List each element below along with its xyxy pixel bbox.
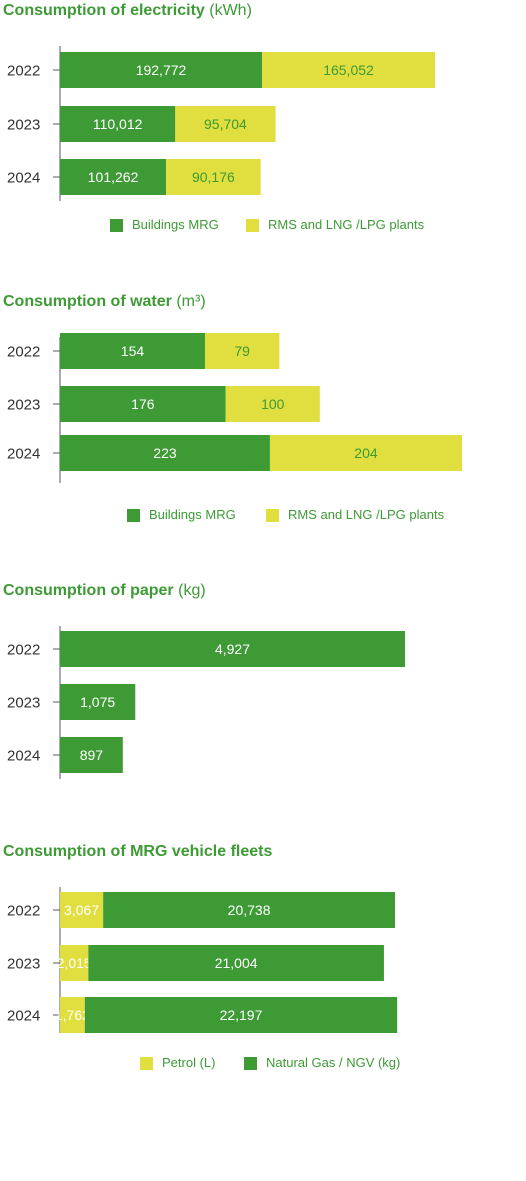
bar-segment [60,684,136,720]
bar-value-label: 897 [80,747,104,763]
year-tick-label: 2022 [7,344,40,361]
legend-label: Petrol (L) [162,1055,216,1070]
bar-segment [60,945,89,981]
year-tick-label: 2023 [7,117,40,134]
chart-title-text: Consumption of water [3,293,172,310]
bar-value-label: 154 [121,343,145,359]
year-tick-label: 2022 [7,903,40,920]
year-tick-label: 2024 [7,748,40,765]
bar-value-label: 4,927 [215,641,250,657]
year-tick-label: 2023 [7,956,40,973]
bar-value-label: 79 [234,343,250,359]
bar-segment [103,892,395,928]
chart-title-text: Consumption of paper [3,582,174,599]
bar-value-label: 3,067 [64,902,99,918]
bar-segment [60,333,205,369]
vehicle-fleets-plot: 2022 3,067 20,738 2023 2,015 21,004 2024 1,762 2… [7,887,398,1033]
bar-segment [60,737,123,773]
year-tick-label: 2023 [7,397,40,414]
legend-swatch [140,1056,153,1070]
paper-plot: 2022 4,927 2023 1,075 2024 897 [7,626,405,779]
bar-value-label: 101,262 [88,169,139,185]
bar-segment [262,52,435,88]
bar-segment [225,386,320,422]
water-chart: Consumption of water (m³) 2022 154 79 2023 1… [0,291,526,541]
bar-value-label: 176 [131,396,155,412]
chart-title: Consumption of electricity (kWh) [3,0,252,22]
bar-value-label: 1,762 [55,1007,90,1023]
bar-segment [166,159,261,195]
chart-title-unit: (m³) [176,293,206,310]
bar-value-label: 1,075 [80,694,115,710]
legend-swatch [266,508,279,522]
year-tick-label: 2024 [7,446,40,463]
legend-item-buildings: Buildings MRG [110,218,219,232]
electricity-plot: 2022 192,772 165,052 2023 110,012 95,704 2024 1… [7,46,435,201]
bar-segment [60,631,405,667]
year-tick-label: 2023 [7,695,40,712]
legend-label: Natural Gas / NGV (kg) [266,1055,401,1070]
legend-swatch [244,1056,257,1070]
bar-value-label: 192,772 [136,62,187,78]
bar-value-label: 22,197 [220,1007,263,1023]
legend-label: Buildings MRG [149,507,236,522]
bar-segment [60,52,263,88]
bar-segment [60,386,226,422]
bar-value-label: 100 [261,396,285,412]
chart-title: Consumption of paper (kg) [3,580,206,602]
legend-label: RMS and LNG /LPG plants [288,507,445,522]
legend-label: Buildings MRG [132,217,219,232]
chart-title-text: Consumption of MRG vehicle fleets [3,843,273,860]
legend-item-buildings: Buildings MRG [127,508,236,522]
legend-item-petrol: Petrol (L) [140,1056,215,1070]
chart-title-text: Consumption of electricity [3,2,205,19]
electricity-chart: Consumption of electricity (kWh) 2022 192… [0,0,526,250]
bar-value-label: 110,012 [93,116,143,132]
bar-value-label: 223 [153,445,177,461]
bar-segment [60,435,270,471]
bar-segment [60,106,176,142]
chart-title: Consumption of MRG vehicle fleets [3,841,272,863]
chart-title: Consumption of water (m³) [3,291,206,313]
paper-chart: Consumption of paper (kg) 2022 4,927 2023 1… [0,580,526,790]
chart-title-unit: (kWh) [209,2,252,19]
bar-segment [269,435,462,471]
bar-value-label: 165,052 [323,62,374,78]
year-tick-label: 2022 [7,642,40,659]
year-tick-label: 2024 [7,1008,40,1025]
chart-title-unit: (kg) [178,582,206,599]
year-tick-label: 2022 [7,63,40,80]
bar-segment [60,997,85,1033]
bar-segment [175,106,276,142]
legend-item-plants: RMS and LNG /LPG plants [246,218,424,232]
year-tick-label: 2024 [7,170,40,187]
legend-swatch [110,218,123,232]
bar-value-label: 90,176 [192,169,235,185]
bar-value-label: 2,015 [57,955,92,971]
bar-segment [60,892,104,928]
bar-segment [60,159,167,195]
bar-segment [84,997,398,1033]
vehicle-fleets-chart: Consumption of MRG vehicle fleets 2022 3,… [0,841,526,1081]
legend-swatch [246,218,259,232]
legend-item-natural-gas: Natural Gas / NGV (kg) [244,1056,400,1070]
bar-segment [88,945,384,981]
legend-swatch [127,508,140,522]
legend-label: RMS and LNG /LPG plants [268,217,425,232]
bar-value-label: 204 [354,445,378,461]
bar-value-label: 21,004 [215,955,258,971]
water-plot: 2022 154 79 2023 176 100 2024 223 204 [7,333,462,483]
bar-value-label: 95,704 [204,116,247,132]
bar-segment [204,333,280,369]
bar-value-label: 20,738 [228,902,271,918]
legend-item-plants: RMS and LNG /LPG plants [266,508,444,522]
